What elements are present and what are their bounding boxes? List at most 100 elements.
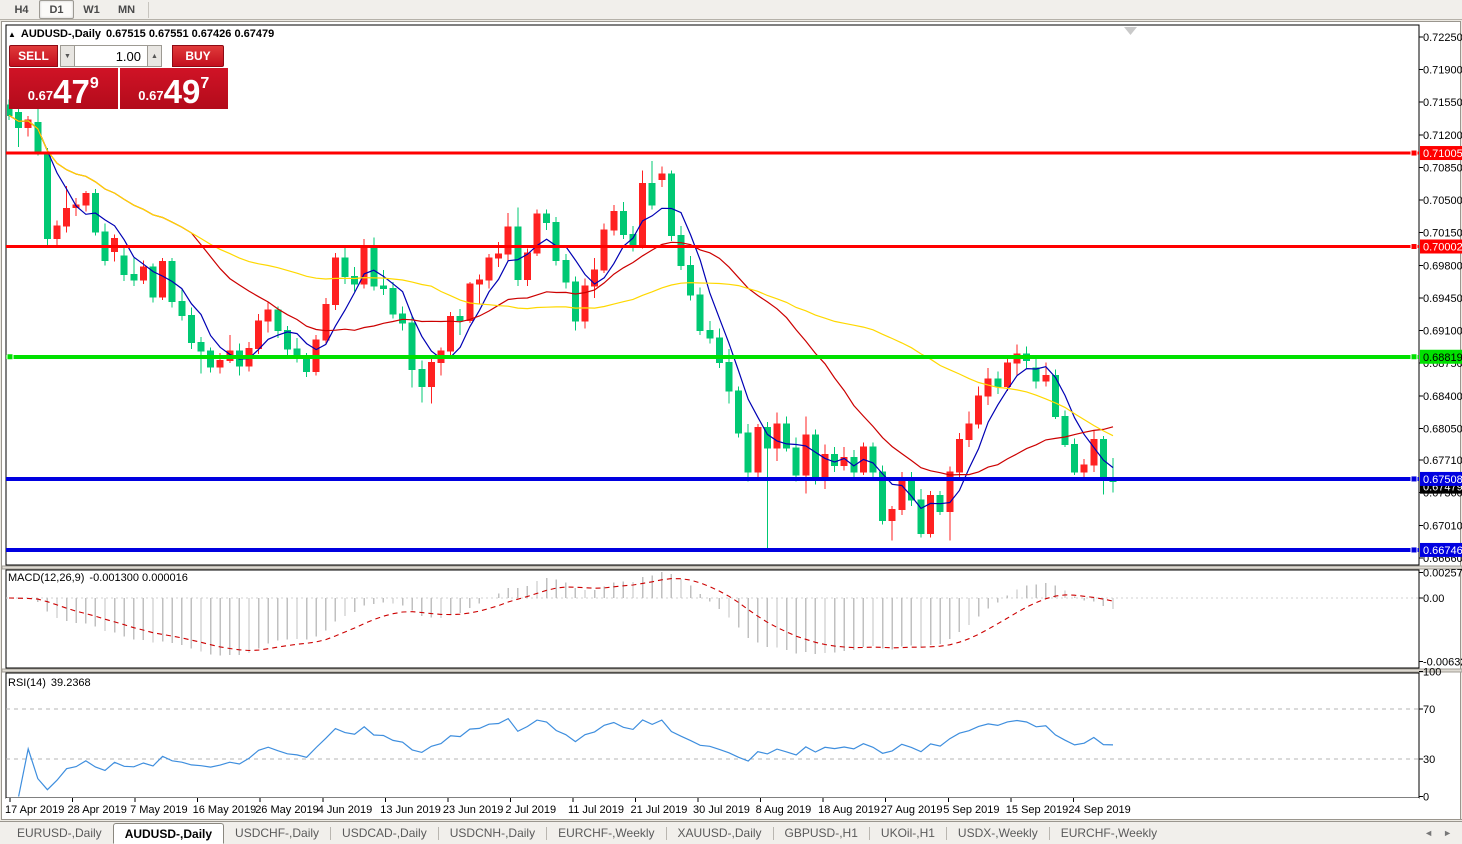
price-axis-label[interactable]: 0.71900 [1423,65,1462,77]
collapse-icon[interactable]: ▲ [8,29,16,39]
candle-bearish [571,281,579,322]
tab-gbpusd-h1[interactable]: GBPUSD-,H1 [784,826,858,840]
price-axis-label[interactable]: 0.68050 [1423,423,1462,435]
tab-eurusd-daily[interactable]: EURUSD-,Daily [17,826,102,840]
chart-title: ▲ AUDUSD-,Daily 0.67515 0.67551 0.67426 … [8,28,274,40]
date-axis-label[interactable]: 5 Sep 2019 [943,804,999,816]
buy-price-prefix: 0.67 [138,88,164,103]
tab-xauusd-daily[interactable]: XAUUSD-,Daily [677,826,762,840]
tab-scroll-left-icon[interactable]: ◄ [1424,828,1434,838]
candle-bearish [379,285,387,290]
candle-bearish [725,361,733,392]
date-axis-label[interactable]: 18 Aug 2019 [818,804,880,816]
lot-increase-button[interactable]: ▲ [147,45,162,67]
price-axis-label[interactable]: 0.70500 [1423,195,1462,207]
sell-button[interactable]: SELL [9,45,58,67]
candle-bearish [994,378,1002,387]
price-axis-label[interactable]: 0.67710 [1423,455,1462,467]
date-axis-label[interactable]: 26 May 2019 [255,804,319,816]
date-axis-label[interactable]: 21 Jul 2019 [631,804,688,816]
line-anchor[interactable] [1410,243,1418,251]
pane-splitter[interactable] [2,668,1462,673]
price-axis-label[interactable]: 0.71550 [1423,97,1462,109]
pane-splitter[interactable] [2,565,1462,570]
date-axis-label[interactable]: 11 Jul 2019 [568,804,624,816]
candle-bullish [773,423,781,449]
price-axis-label[interactable]: 0.67010 [1423,520,1462,532]
tab-usdx-weekly[interactable]: USDX-,Weekly [957,826,1038,840]
line-anchor[interactable] [6,353,14,361]
candle-bearish [1061,415,1069,445]
tab-usdcnh-daily[interactable]: USDCNH-,Daily [449,826,536,840]
tab-scroll-right-icon[interactable]: ► [1443,828,1452,838]
candle-bullish [955,439,963,473]
sell-price-big: 47 [53,73,90,110]
chart-shift-icon[interactable] [1124,27,1137,35]
candle-bullish [82,193,90,206]
date-axis-label[interactable]: 15 Sep 2019 [1006,804,1068,816]
date-axis-label[interactable]: 28 Apr 2019 [68,804,127,816]
tab-ukoil-h1[interactable]: UKOil-,H1 [880,826,935,840]
candle-bearish [792,447,800,476]
candle-bearish [351,276,359,285]
candle-bullish [533,213,541,254]
candle-bearish [831,454,839,467]
candle-bullish [264,309,272,322]
candle-bearish [619,210,627,236]
date-axis-label[interactable]: 30 Jul 2019 [693,804,750,816]
candle-bearish [687,264,695,296]
buy-quote[interactable]: 0.67 49 7 [119,68,228,109]
price-axis-label[interactable]: 0.68400 [1423,391,1462,403]
candle-bearish [917,499,925,535]
tab-audusd-daily[interactable]: AUDUSD-,Daily [112,823,225,844]
date-axis-label[interactable]: 27 Aug 2019 [881,804,943,816]
candle-bullish [1080,464,1088,473]
date-axis-label[interactable]: 7 May 2019 [130,804,187,816]
tab-eurchf-weekly[interactable]: EURCHF-,Weekly [558,826,655,840]
price-axis-label[interactable]: 0.72250 [1423,32,1462,44]
candle-bearish [629,234,637,246]
price-axis-label[interactable]: 0.69800 [1423,260,1462,272]
line-anchor[interactable] [1410,546,1418,554]
date-axis-label[interactable]: 8 Aug 2019 [756,804,812,816]
rsi-axis-label: 30 [1423,754,1435,766]
candle-bullish [984,378,992,397]
candle-bearish [552,221,560,262]
price-axis-label[interactable]: 0.71200 [1423,130,1462,142]
price-axis-label[interactable]: 0.69450 [1423,293,1462,305]
price-axis-label[interactable]: 0.70150 [1423,228,1462,240]
candle-bearish [149,266,157,298]
date-axis-label[interactable]: 23 Jun 2019 [443,804,504,816]
candle-bullish [53,225,61,239]
timeframe-button-d1[interactable]: D1 [39,0,74,19]
sell-quote[interactable]: 0.67 47 9 [9,68,118,109]
buy-price-pip: 7 [200,75,210,92]
date-axis-label[interactable]: 16 May 2019 [193,804,257,816]
price-chart-canvas[interactable]: 0.72250 0.71900 0.71550 0.71200 0.70850 0.705… [2,22,1462,820]
candle-bearish [715,337,723,363]
tab-usdchf-daily[interactable]: USDCHF-,Daily [235,826,320,840]
buy-button[interactable]: BUY [172,45,224,67]
price-axis-label[interactable]: 0.69100 [1423,326,1462,338]
candle-bullish [485,257,493,281]
lot-decrease-button[interactable]: ▼ [60,45,75,67]
date-axis-label[interactable]: 4 Jun 2019 [318,804,372,816]
candle-bullish [1090,439,1098,466]
timeframe-button-h4[interactable]: H4 [14,3,29,16]
tab-usdcad-daily[interactable]: USDCAD-,Daily [342,826,427,840]
line-anchor[interactable] [1410,475,1418,483]
line-anchor[interactable] [1410,353,1418,361]
lot-size-input[interactable]: 1.00 [75,45,147,67]
tab-eurchf-weekly[interactable]: EURCHF-,Weekly [1060,826,1158,840]
candle-bearish [667,173,675,237]
candle-bullish [898,477,906,511]
timeframe-button-w1[interactable]: W1 [83,3,100,16]
date-axis-label[interactable]: 17 Apr 2019 [5,804,64,816]
candle-bullish [427,361,435,387]
price-axis-label[interactable]: 0.70850 [1423,162,1462,174]
date-axis-label[interactable]: 24 Sep 2019 [1068,804,1130,816]
line-anchor[interactable] [1410,149,1418,157]
date-axis-label[interactable]: 13 Jun 2019 [380,804,441,816]
date-axis-label[interactable]: 2 Jul 2019 [505,804,556,816]
timeframe-button-mn[interactable]: MN [117,3,136,16]
